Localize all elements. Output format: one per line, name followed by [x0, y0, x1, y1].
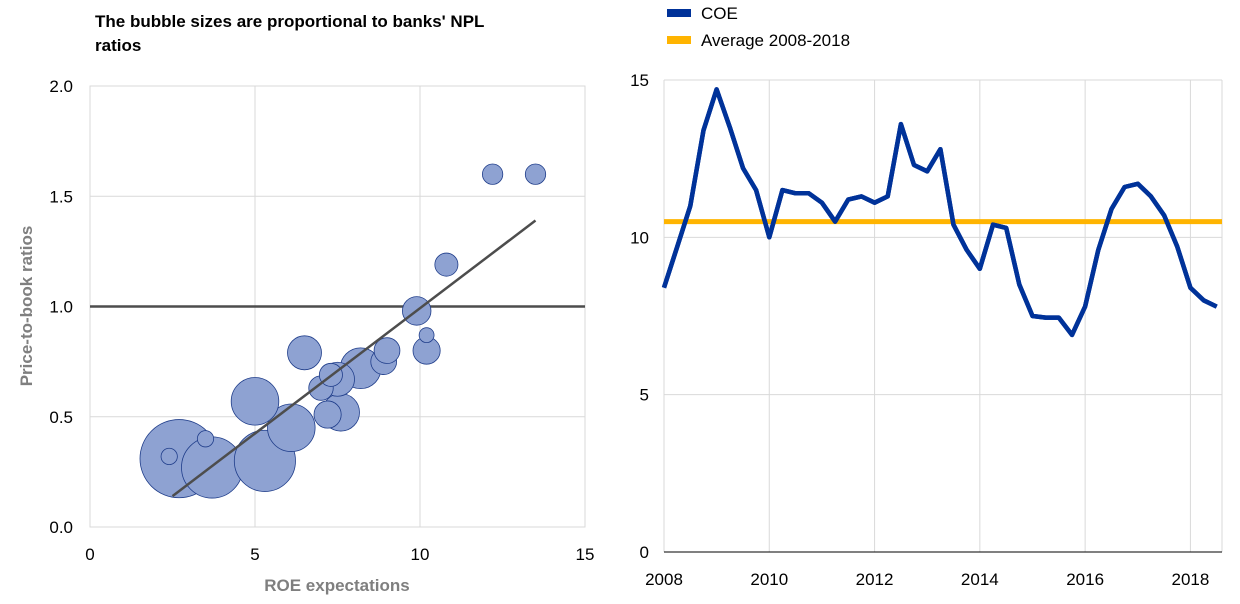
legend-label: COE	[701, 4, 738, 23]
x-tick-label: 2008	[645, 570, 683, 589]
y-axis-label: Price-to-book ratios	[17, 226, 36, 387]
chart-title-line-2: ratios	[95, 36, 141, 55]
bubble-point	[313, 400, 342, 429]
bubble-point	[418, 327, 435, 344]
y-tick-label: 0.0	[49, 518, 73, 537]
bubble-point	[481, 163, 504, 185]
y-tick-label: 0	[640, 543, 649, 562]
bubble-point	[230, 377, 280, 426]
x-tick-label: 2014	[961, 570, 999, 589]
y-tick-label: 15	[630, 71, 649, 90]
bubble-point	[287, 335, 322, 371]
y-tick-label: 0.5	[49, 408, 73, 427]
y-tick-label: 5	[640, 386, 649, 405]
x-tick-label: 10	[411, 545, 430, 564]
coe-series-line	[661, 87, 1218, 338]
x-tick-label: 2016	[1066, 570, 1104, 589]
y-tick-label: 1.5	[49, 187, 73, 206]
legend-swatch	[667, 9, 691, 17]
bubble-point	[373, 337, 401, 364]
line-chart: 2008 2010 2012 2014 2016 2018 0 5 10 15 COE Average…	[630, 4, 1223, 589]
legend-swatch	[667, 36, 691, 44]
x-axis-label: ROE expectations	[264, 576, 410, 595]
chart-title-line-1: The bubble sizes are proportional to ban…	[95, 12, 484, 31]
coe-series-line-top	[661, 87, 1218, 338]
x-tick-label: 2018	[1172, 570, 1210, 589]
fit-line	[171, 219, 537, 498]
y-tick-label: 2.0	[49, 77, 73, 96]
x-tick-label: 2010	[750, 570, 788, 589]
bubble-point	[434, 252, 459, 277]
legend-label: Average 2008-2018	[701, 31, 850, 50]
x-tick-label: 0	[85, 545, 94, 564]
bubble-point	[524, 163, 547, 185]
x-tick-label: 2012	[856, 570, 894, 589]
x-tick-label: 5	[250, 545, 259, 564]
bubble-chart: The bubble sizes are proportional to ban…	[17, 12, 594, 595]
bubble-point	[196, 430, 215, 448]
y-tick-label: 10	[630, 228, 649, 247]
bubble-point	[160, 447, 178, 465]
x-tick-label: 15	[576, 545, 595, 564]
y-tick-label: 1.0	[49, 298, 73, 317]
